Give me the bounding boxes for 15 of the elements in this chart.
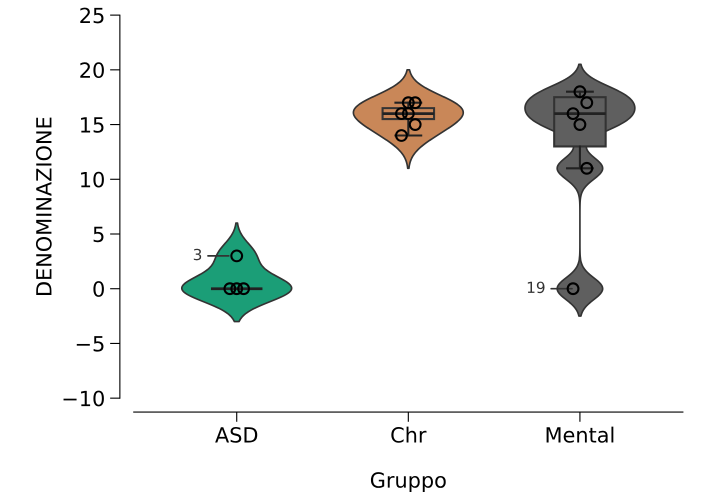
y-tick-label: 0 — [93, 281, 104, 297]
y-tick-label: −10 — [64, 390, 104, 406]
x-axis-title: Gruppo — [370, 472, 446, 492]
x-tick-label: ASD — [215, 427, 258, 443]
annotation: 3 — [194, 248, 202, 260]
y-tick-label: 15 — [81, 117, 104, 133]
y-tick-label: −5 — [76, 336, 104, 352]
y-tick-label: 20 — [80, 62, 104, 78]
y-axis-title: DENOMINAZIONE — [36, 118, 52, 295]
y-tick-label: 25 — [80, 8, 104, 24]
x-tick-label: Mental — [546, 426, 614, 443]
y-tick-label: 10 — [81, 172, 104, 188]
x-tick-label: Chr — [391, 426, 426, 443]
annotation: 19 — [528, 282, 545, 294]
y-tick-label: 5 — [94, 226, 104, 242]
